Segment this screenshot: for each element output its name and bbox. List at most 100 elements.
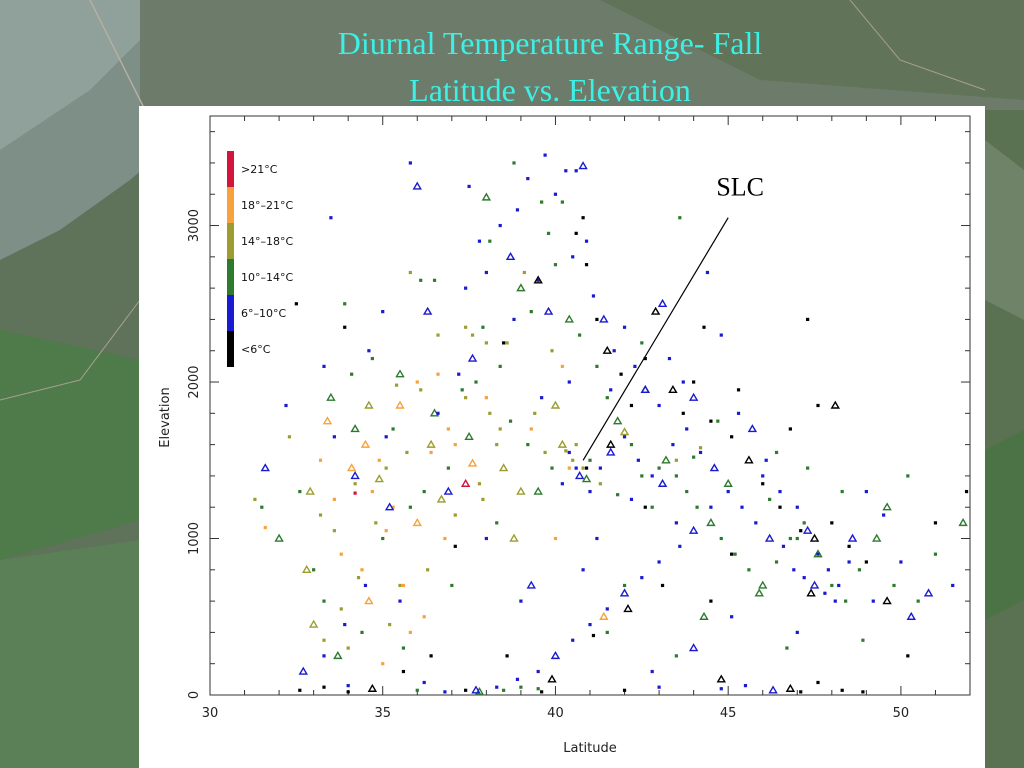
data-point (515, 208, 520, 212)
data-point (602, 345, 612, 354)
data-point (567, 450, 571, 455)
data-point (674, 521, 678, 525)
data-point (540, 396, 544, 400)
data-point (595, 317, 599, 322)
data-point (332, 497, 336, 501)
data-point (415, 380, 419, 384)
data-point (650, 505, 654, 509)
data-point (598, 482, 602, 486)
data-point (343, 302, 347, 306)
data-point (730, 552, 734, 556)
data-point (605, 396, 609, 400)
data-point (505, 654, 509, 658)
data-point (526, 443, 530, 447)
data-point (747, 424, 758, 433)
data-point (533, 275, 543, 284)
legend-swatch (227, 331, 234, 367)
data-point (719, 536, 723, 541)
data-point (816, 552, 820, 556)
data-point (785, 683, 796, 692)
data-point (591, 633, 596, 638)
data-point (498, 463, 509, 472)
data-point (619, 588, 630, 597)
x-tick-label: 45 (720, 706, 737, 721)
legend-swatch (227, 151, 234, 187)
data-point (360, 630, 364, 635)
data-point (436, 411, 440, 415)
slide-title-line-2: Latitude vs. Elevation (409, 72, 691, 108)
data-point (847, 560, 851, 564)
data-point (716, 419, 720, 423)
data-point (481, 192, 492, 201)
data-point (498, 427, 502, 431)
data-point (509, 533, 519, 542)
data-point (543, 450, 547, 455)
data-point (408, 161, 412, 165)
data-point (933, 552, 938, 556)
data-point (329, 216, 333, 220)
data-point (809, 533, 820, 542)
data-point (477, 482, 482, 486)
data-point (640, 384, 650, 394)
data-point (781, 544, 786, 548)
data-point (840, 688, 844, 692)
data-point (643, 356, 647, 361)
data-point (619, 372, 623, 376)
data-point (546, 231, 551, 235)
data-point (802, 525, 813, 534)
data-point (294, 302, 298, 306)
data-point (892, 583, 896, 588)
data-point (464, 286, 468, 290)
data-point (581, 466, 585, 470)
data-point (543, 306, 554, 315)
data-point (467, 184, 471, 189)
data-point (809, 580, 820, 589)
data-point (802, 521, 806, 525)
data-point (547, 674, 557, 683)
data-point (792, 568, 796, 572)
data-point (571, 458, 575, 462)
data-point (574, 443, 578, 447)
data-point (308, 619, 319, 628)
data-point (536, 687, 540, 691)
data-point (629, 497, 634, 501)
data-point (540, 200, 544, 204)
data-point (564, 314, 574, 323)
data-point (678, 544, 682, 548)
data-point (702, 325, 706, 329)
x-tick-label: 35 (374, 706, 391, 721)
data-point (381, 662, 385, 666)
data-point (795, 630, 799, 635)
data-point (730, 435, 734, 439)
data-point (688, 525, 699, 534)
data-point (740, 505, 744, 509)
data-point (730, 615, 734, 619)
data-point (584, 263, 589, 267)
data-point (263, 525, 267, 530)
annotation-label: SLC (716, 173, 764, 202)
data-point (622, 688, 627, 692)
data-point (882, 502, 892, 511)
data-point (388, 622, 392, 627)
legend-label: 10°–14°C (241, 271, 293, 284)
data-point (861, 690, 865, 694)
data-point (274, 533, 284, 542)
data-point (333, 650, 343, 660)
data-point (657, 466, 661, 470)
data-point (529, 310, 533, 314)
data-point (688, 392, 699, 401)
data-point (623, 604, 633, 613)
data-point (553, 263, 558, 267)
data-point (595, 536, 599, 541)
legend-label: 6°–10°C (241, 307, 286, 320)
data-point (391, 505, 395, 509)
data-point (795, 536, 799, 541)
y-axis-label: Elevation (158, 387, 173, 447)
data-point (629, 403, 634, 408)
data-point (533, 411, 537, 415)
data-point (719, 333, 723, 337)
data-point (477, 239, 482, 243)
legend-label: 14°–18°C (241, 235, 293, 248)
data-point (526, 176, 530, 181)
data-point (657, 403, 661, 408)
